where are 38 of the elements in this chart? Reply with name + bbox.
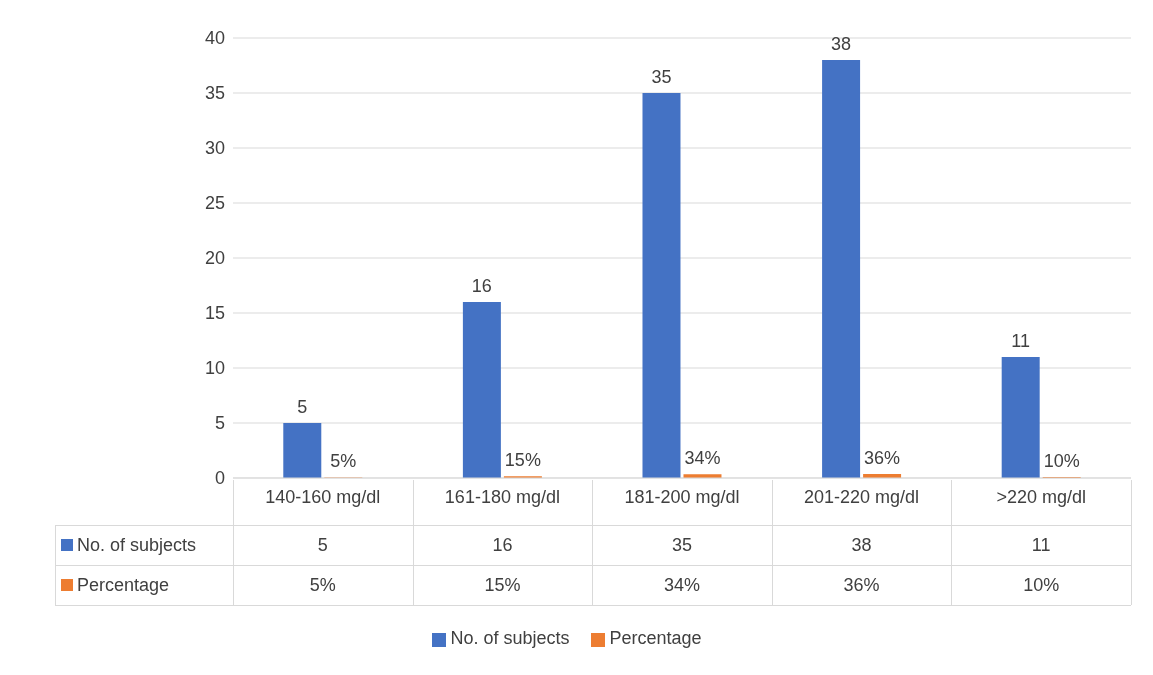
y-tick-label: 20 bbox=[204, 248, 225, 269]
text: No. of subjects bbox=[450, 628, 570, 648]
x-tick-label: >220 mg/dl bbox=[996, 486, 1086, 507]
x-tick-label: 161-180 mg/dl bbox=[444, 486, 560, 507]
text: 10% bbox=[1043, 450, 1080, 471]
text: 35 bbox=[651, 67, 672, 87]
y-tick-label: 40 bbox=[204, 28, 225, 49]
data-label: 10% bbox=[1022, 573, 1061, 597]
text: 15% bbox=[504, 450, 541, 471]
data-label: 34% bbox=[662, 573, 701, 597]
data-label: 35 bbox=[670, 533, 693, 557]
x-tick-label: 140-160 mg/dl bbox=[265, 486, 381, 507]
text: 16 bbox=[471, 276, 492, 296]
text: 34% bbox=[684, 448, 721, 469]
text: 5 bbox=[297, 397, 308, 417]
y-tick-label: 10 bbox=[204, 358, 225, 379]
text: 5% bbox=[330, 451, 357, 472]
x-tick-label: 201-220 mg/dl bbox=[804, 486, 920, 507]
legend-label: No. of subjects bbox=[77, 534, 197, 556]
text: 36% bbox=[864, 448, 901, 469]
y-tick-label: 5 bbox=[214, 413, 225, 434]
text: Percentage bbox=[77, 574, 170, 595]
data-label: 36% bbox=[842, 573, 881, 597]
data-label: 11 bbox=[1030, 533, 1052, 557]
data-label: 5% bbox=[308, 573, 337, 597]
data-label: 5 bbox=[316, 533, 329, 557]
text: 38 bbox=[831, 34, 852, 54]
data-label: 16 bbox=[491, 533, 514, 557]
y-tick-label: 30 bbox=[204, 138, 225, 159]
y-tick-label: 15 bbox=[204, 303, 225, 324]
x-tick-label: 181-200 mg/dl bbox=[624, 486, 740, 507]
y-tick-label: 25 bbox=[204, 193, 225, 214]
data-label: 38 bbox=[850, 533, 873, 557]
legend-label: Percentage bbox=[609, 628, 702, 648]
y-tick-label: 0 bbox=[214, 468, 225, 489]
data-label: 15% bbox=[483, 573, 522, 597]
text: 11 bbox=[1011, 331, 1031, 351]
y-tick-label: 35 bbox=[204, 83, 225, 104]
